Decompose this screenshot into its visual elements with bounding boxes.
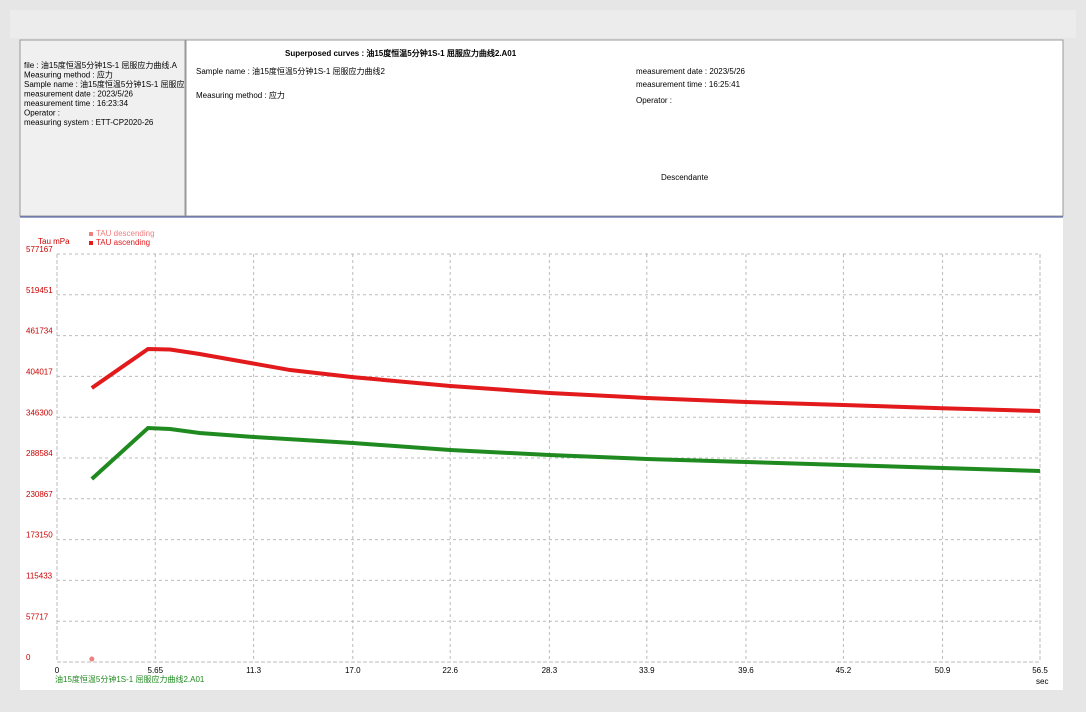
measurement-date: measurement date : 2023/5/26 xyxy=(636,67,746,76)
right-info-panel xyxy=(185,39,1064,217)
y-tick-label: 346300 xyxy=(26,408,53,417)
info-line: Sample name : 油15度恒温5分钟1S-1 屈服应 xyxy=(24,79,185,89)
sample-name: Sample name : 油15度恒温5分钟1S-1 屈服应力曲线2 xyxy=(196,66,385,76)
info-line: file : 油15度恒温5分钟1S-1 屈服应力曲线.A xyxy=(24,60,178,70)
x-tick-label: 22.6 xyxy=(442,666,458,675)
y-tick-label: 0 xyxy=(26,653,31,662)
legend-marker xyxy=(89,232,93,236)
y-tick-label: 115433 xyxy=(26,572,53,581)
x-tick-label: 33.9 xyxy=(639,666,655,675)
measuring-method: Measuring method : 应力 xyxy=(196,90,285,100)
x-tick-label: 28.3 xyxy=(542,666,558,675)
info-line: measuring system : ETT-CP2020-26 xyxy=(24,118,154,127)
footer-file: 油15度恒温5分钟1S-1 屈服应力曲线2.A01 xyxy=(55,674,205,684)
series-line xyxy=(90,425,1041,481)
info-line: Measuring method : 应力 xyxy=(24,70,113,80)
x-tick-label: 50.9 xyxy=(935,666,951,675)
y-tick-label: 57717 xyxy=(26,612,49,621)
mode: Descendante xyxy=(661,173,709,182)
y-axis-label: Tau mPa xyxy=(38,237,70,246)
top-strip xyxy=(10,10,1076,38)
info-line: measurement date : 2023/5/26 xyxy=(24,90,134,99)
legend-label: TAU descending xyxy=(96,229,155,238)
legend-marker xyxy=(89,241,93,245)
x-tick-label: 11.3 xyxy=(246,666,262,675)
left-info-panel xyxy=(19,39,186,217)
info-line: measurement time : 16:23:34 xyxy=(24,99,129,108)
measurement-time: measurement time : 16:25:41 xyxy=(636,80,741,89)
header-title: Superposed curves : 油15度恒温5分钟1S-1 屈服应力曲线… xyxy=(285,48,517,58)
y-tick-label: 577167 xyxy=(26,245,53,254)
x-tick-label: 56.5 xyxy=(1032,666,1048,675)
info-line: Operator : xyxy=(24,109,60,118)
operator: Operator : xyxy=(636,96,672,105)
series-line xyxy=(90,346,1041,414)
y-tick-label: 173150 xyxy=(26,531,53,540)
point xyxy=(89,656,95,662)
y-tick-label: 230867 xyxy=(26,490,53,499)
y-tick-label: 519451 xyxy=(26,286,53,295)
y-tick-label: 288584 xyxy=(26,449,53,458)
x-axis-label: sec xyxy=(1036,677,1048,686)
y-tick-label: 461734 xyxy=(26,327,53,336)
x-tick-label: 45.2 xyxy=(836,666,852,675)
x-tick-label: 5.65 xyxy=(148,666,164,675)
legend-label: TAU ascending xyxy=(96,238,150,247)
x-tick-label: 39.6 xyxy=(738,666,754,675)
y-tick-label: 404017 xyxy=(26,368,53,377)
x-tick-label: 0 xyxy=(55,666,60,675)
x-tick-label: 17.0 xyxy=(345,666,361,675)
